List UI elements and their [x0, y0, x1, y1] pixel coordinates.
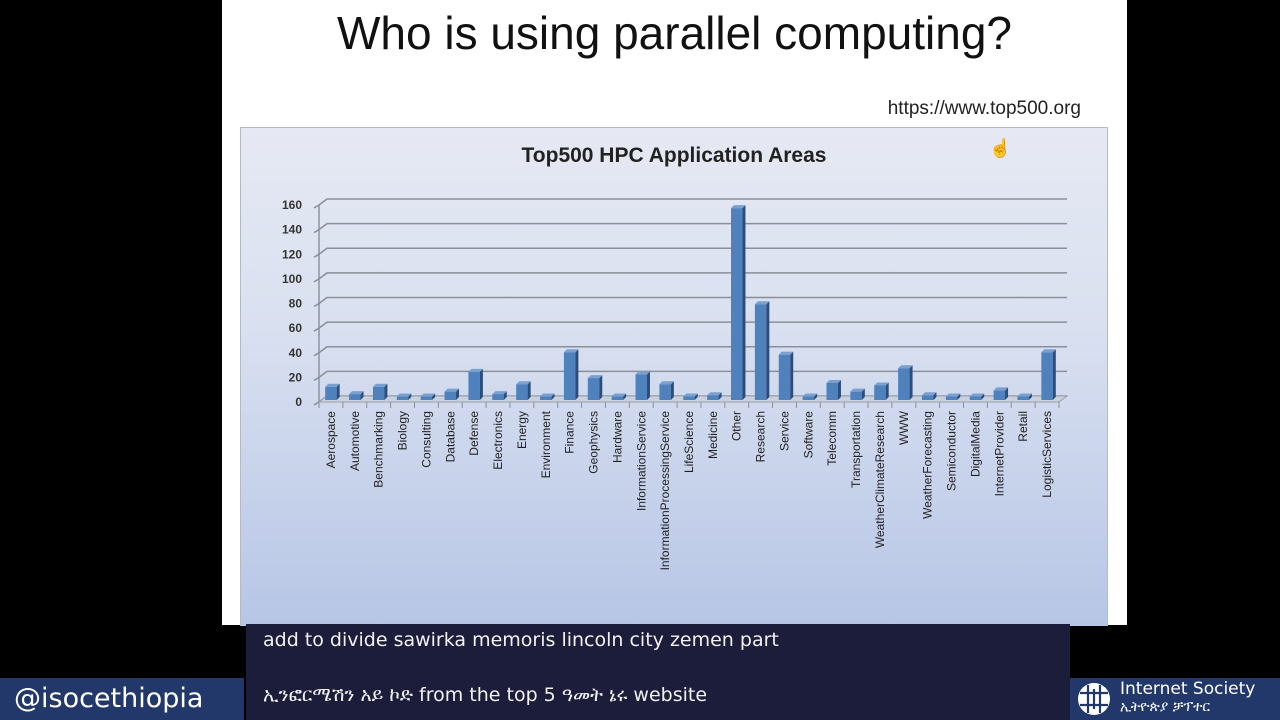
- x-tick-label: InformationProcessingService: [658, 411, 672, 571]
- bar-hardware: [611, 393, 627, 400]
- x-tick-label: InformationService: [634, 411, 648, 511]
- bar-consulting: [420, 393, 436, 400]
- globe-icon: [1078, 683, 1110, 715]
- x-tick-label: DigitalMedia: [968, 411, 982, 477]
- bar-research: [754, 301, 770, 400]
- bar-retail: [1017, 393, 1032, 400]
- x-tick-label: Transportation: [849, 411, 863, 488]
- x-tick-label: Benchmarking: [372, 411, 386, 488]
- y-tick-label: 40: [289, 346, 303, 360]
- bar-aerospace: [325, 383, 340, 400]
- bar-finance: [563, 349, 579, 400]
- bar-benchmarking: [372, 383, 388, 400]
- x-tick-label: Semiconductor: [945, 411, 959, 491]
- x-tick-label: Biology: [396, 411, 410, 450]
- caption-line-2: ኢንፎርሜሽን አይ ኮድ from the top 5 ዓመት ኔሩ webs…: [263, 684, 708, 706]
- bar-internetprovider: [993, 387, 1009, 400]
- isoc-logo: Internet Society ኢትዮጵያ ቻፕተር: [1070, 678, 1280, 720]
- x-tick-label: Service: [777, 411, 791, 451]
- bar-software: [802, 393, 818, 400]
- bar-automotive: [349, 391, 364, 400]
- y-tick-label: 20: [289, 370, 303, 384]
- x-tick-label: Telecomm: [825, 411, 839, 466]
- chart-title: Top500 HPC Application Areas: [521, 144, 827, 167]
- x-tick-label: Retail: [1016, 411, 1030, 442]
- org-subtitle: ኢትዮጵያ ቻፕተር: [1120, 699, 1211, 715]
- y-tick-label: 160: [282, 198, 302, 212]
- x-tick-label: Electronics: [491, 411, 505, 470]
- chart-container: Top500 HPC Application Areas ☝ 0 20 40 60 80…: [240, 127, 1108, 626]
- x-tick-label: Aerospace: [324, 411, 338, 469]
- bar-weatherforecasting: [921, 392, 937, 400]
- caption-line-1: add to divide sawirka memoris lincoln ci…: [263, 629, 779, 651]
- x-tick-label: Energy: [515, 411, 529, 449]
- x-tick-label: Geophysics: [587, 411, 601, 474]
- x-tick-label: Hardware: [610, 411, 624, 463]
- x-tick-label: Research: [754, 411, 768, 462]
- bar-medicine: [707, 392, 722, 400]
- bar-www: [898, 365, 913, 400]
- y-tick-label: 140: [282, 223, 302, 237]
- bar-service: [778, 351, 794, 400]
- bar-geophysics: [587, 375, 603, 400]
- bar-logisticservices: [1041, 349, 1056, 400]
- bar-telecomm: [826, 379, 841, 400]
- y-tick-label: 80: [289, 297, 303, 311]
- slide-title: Who is using parallel computing?: [336, 7, 1013, 59]
- x-tick-label: Finance: [563, 411, 577, 454]
- x-tick-label: Medicine: [706, 411, 720, 459]
- slide: Who is using parallel computing? https:/…: [222, 0, 1127, 626]
- x-tick-label: LogisticServices: [1040, 411, 1054, 498]
- y-tick-label: 60: [289, 321, 303, 335]
- bar-environment: [540, 393, 555, 400]
- caption-overlay: add to divide sawirka memoris lincoln ci…: [246, 624, 1070, 720]
- x-tick-label: Other: [730, 411, 744, 441]
- bar-semiconductor: [945, 393, 961, 400]
- bar-informationprocessingservice: [659, 381, 674, 400]
- x-tick-label: Database: [443, 411, 457, 463]
- y-tick-label: 100: [282, 272, 302, 286]
- bar-weatherclimateresearch: [874, 382, 889, 400]
- bar-defense: [468, 368, 483, 400]
- x-tick-label: Environment: [539, 410, 553, 478]
- bar-electronics: [492, 391, 507, 400]
- bar-informationservice: [635, 371, 650, 400]
- y-tick-label: 120: [282, 247, 302, 261]
- bar-digitalmedia: [969, 393, 985, 400]
- bar-lifescience: [683, 393, 698, 400]
- bar-other: [731, 205, 746, 400]
- bar-energy: [516, 381, 531, 400]
- source-url: https://www.top500.org: [887, 98, 1081, 119]
- org-name: Internet Society: [1120, 679, 1256, 699]
- x-tick-label: Defense: [467, 411, 481, 456]
- x-tick-label: Software: [801, 411, 815, 459]
- hand-cursor-icon: ☝: [989, 138, 1012, 158]
- x-tick-label: Consulting: [419, 411, 433, 468]
- x-tick-label: WeatherForecasting: [921, 411, 935, 519]
- x-tick-label: LifeScience: [682, 411, 696, 473]
- x-tick-label: WeatherClimateResearch: [873, 411, 887, 548]
- x-tick-label: InternetProvider: [992, 411, 1006, 496]
- bar-chart-plot: 0 20 40 60 80 100 120 140 160 Aerospace Automotive…: [282, 198, 1069, 571]
- x-tick-label: WWW: [897, 410, 911, 445]
- bar-biology: [396, 393, 412, 400]
- bar-transportation: [850, 388, 865, 400]
- x-tick-label: Automotive: [348, 411, 362, 471]
- y-tick-label: 0: [295, 395, 302, 409]
- bar-database: [444, 388, 460, 400]
- social-handle-badge: @isocethiopia: [0, 678, 244, 720]
